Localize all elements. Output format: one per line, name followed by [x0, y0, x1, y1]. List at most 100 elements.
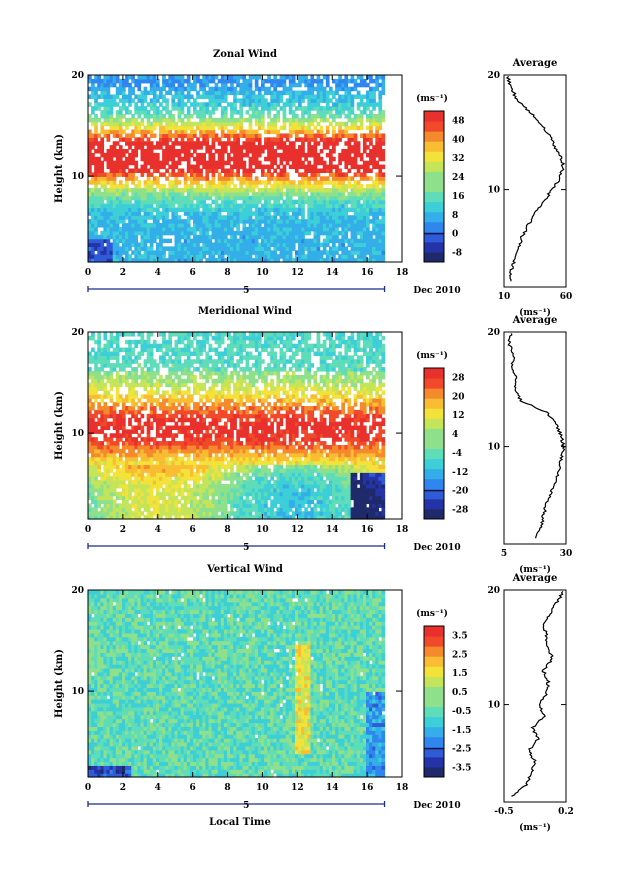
heatmap-cell	[177, 507, 182, 512]
heatmap-cell	[282, 152, 287, 158]
heatmap-cell	[270, 160, 274, 166]
heatmap-cell	[146, 110, 151, 115]
heatmap-cell	[245, 133, 250, 138]
heatmap-cell	[180, 507, 185, 512]
heatmap-cell	[174, 199, 179, 205]
heatmap-cell	[254, 515, 259, 520]
heatmap-cell	[149, 199, 154, 205]
heatmap-cell	[118, 258, 123, 263]
heatmap-cell	[301, 106, 305, 111]
heatmap-cell	[165, 223, 169, 228]
heatmap-cell	[236, 254, 240, 259]
heatmap-cell	[186, 495, 191, 501]
heatmap-cell	[285, 515, 290, 520]
heatmap-cell	[307, 152, 312, 158]
heatmap-cell	[186, 211, 191, 216]
heatmap-cell	[205, 464, 210, 469]
heatmap-cell	[174, 254, 179, 259]
heatmap-cell	[359, 207, 364, 212]
heatmap-cell	[177, 511, 182, 516]
heatmap-cell	[332, 223, 336, 228]
heatmap-cell	[257, 86, 262, 92]
heatmap-cell	[264, 215, 268, 220]
heatmap-cell	[112, 226, 117, 232]
heatmap-cell	[248, 102, 253, 107]
heatmap-cell	[353, 164, 358, 170]
heatmap-cell	[97, 195, 101, 201]
heatmap-cell	[152, 82, 157, 88]
heatmap-cell	[149, 230, 154, 236]
heatmap-cell	[239, 211, 244, 216]
heatmap-cell	[236, 207, 240, 212]
heatmap-cell	[165, 129, 169, 135]
heatmap-cell	[304, 152, 308, 158]
heatmap-cell	[301, 211, 305, 216]
heatmap-cell	[140, 223, 145, 228]
heatmap-cell	[205, 82, 210, 88]
heatmap-cell	[381, 230, 386, 236]
heatmap-cell	[205, 187, 210, 193]
heatmap-cell	[152, 152, 157, 158]
heatmap-cell	[202, 82, 206, 88]
heatmap-cell	[220, 82, 225, 88]
heatmap-cell	[183, 238, 188, 244]
heatmap-cell	[208, 102, 213, 107]
heatmap-cell	[245, 141, 250, 146]
heatmap-cell	[294, 113, 299, 119]
heatmap-cell	[248, 125, 253, 131]
heatmap-cell	[251, 102, 256, 107]
heatmap-cell	[264, 207, 268, 212]
heatmap-cell	[236, 176, 240, 181]
heatmap-cell	[362, 160, 367, 166]
heatmap-cell	[168, 207, 173, 212]
heatmap-cell	[183, 234, 188, 240]
heatmap-cell	[155, 168, 160, 173]
heatmap-cell	[202, 117, 206, 123]
heatmap-cell	[366, 499, 370, 505]
heatmap-cell	[227, 487, 231, 493]
heatmap-cell	[140, 215, 145, 220]
heatmap-cell	[353, 160, 358, 166]
heatmap-cell	[301, 187, 305, 193]
heatmap-cell	[174, 86, 179, 92]
heatmap-cell	[137, 511, 142, 516]
heatmap-cell	[106, 106, 111, 111]
heatmap-cell	[341, 468, 345, 473]
heatmap-cell	[375, 137, 379, 142]
heatmap-cell	[328, 472, 333, 477]
heatmap-cell	[177, 238, 182, 244]
heatmap-cell	[366, 246, 370, 251]
heatmap-cell	[180, 203, 185, 209]
heatmap-cell	[91, 82, 95, 88]
heatmap-cell	[310, 511, 315, 516]
heatmap-cell	[94, 476, 98, 481]
heatmap-cell	[168, 491, 173, 497]
heatmap-cell	[316, 78, 321, 84]
heatmap-cell	[230, 246, 234, 251]
heatmap-cell	[208, 254, 213, 259]
heatmap-cell	[146, 168, 151, 173]
heatmap-cell	[313, 258, 318, 263]
heatmap-cell	[362, 203, 367, 209]
heatmap-cell	[372, 164, 376, 170]
y-tick-label: 10	[71, 172, 84, 182]
heatmap-cell	[245, 203, 250, 209]
heatmap-cell	[270, 511, 274, 516]
heatmap-cell	[344, 195, 349, 201]
heatmap-cell	[242, 129, 247, 135]
heatmap-cell	[168, 82, 173, 88]
heatmap-cell	[372, 199, 376, 205]
heatmap-cell	[239, 187, 244, 193]
heatmap-cell	[279, 78, 284, 84]
heatmap-cell	[341, 211, 345, 216]
heatmap-cell	[180, 117, 185, 123]
heatmap-cell	[304, 511, 308, 516]
heatmap-cell	[180, 199, 185, 205]
heatmap-cell	[223, 141, 228, 146]
heatmap-cell	[146, 507, 151, 512]
heatmap-cell	[338, 137, 342, 142]
heatmap-cell	[313, 78, 318, 84]
heatmap-cell	[196, 145, 200, 150]
heatmap-cell	[94, 515, 98, 520]
heatmap-cell	[245, 94, 250, 99]
